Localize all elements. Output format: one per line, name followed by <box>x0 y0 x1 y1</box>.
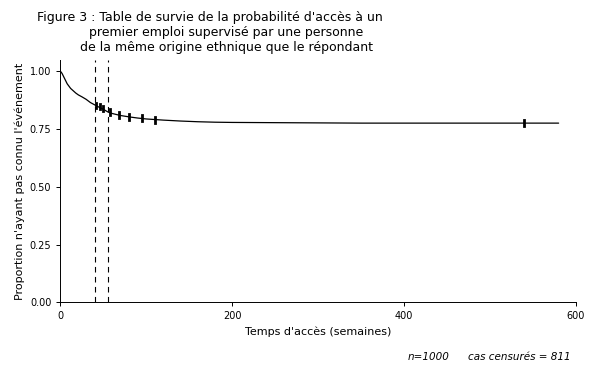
X-axis label: Temps d'accès (semaines): Temps d'accès (semaines) <box>245 327 391 338</box>
Text: n=1000: n=1000 <box>408 352 450 362</box>
Text: Figure 3 : Table de survie de la probabilité d'accès à un
        premier emploi: Figure 3 : Table de survie de la probabi… <box>37 11 383 54</box>
Y-axis label: Proportion n'ayant pas connu l'événement: Proportion n'ayant pas connu l'événement <box>15 62 26 299</box>
Text: cas censurés = 811: cas censurés = 811 <box>468 352 571 362</box>
